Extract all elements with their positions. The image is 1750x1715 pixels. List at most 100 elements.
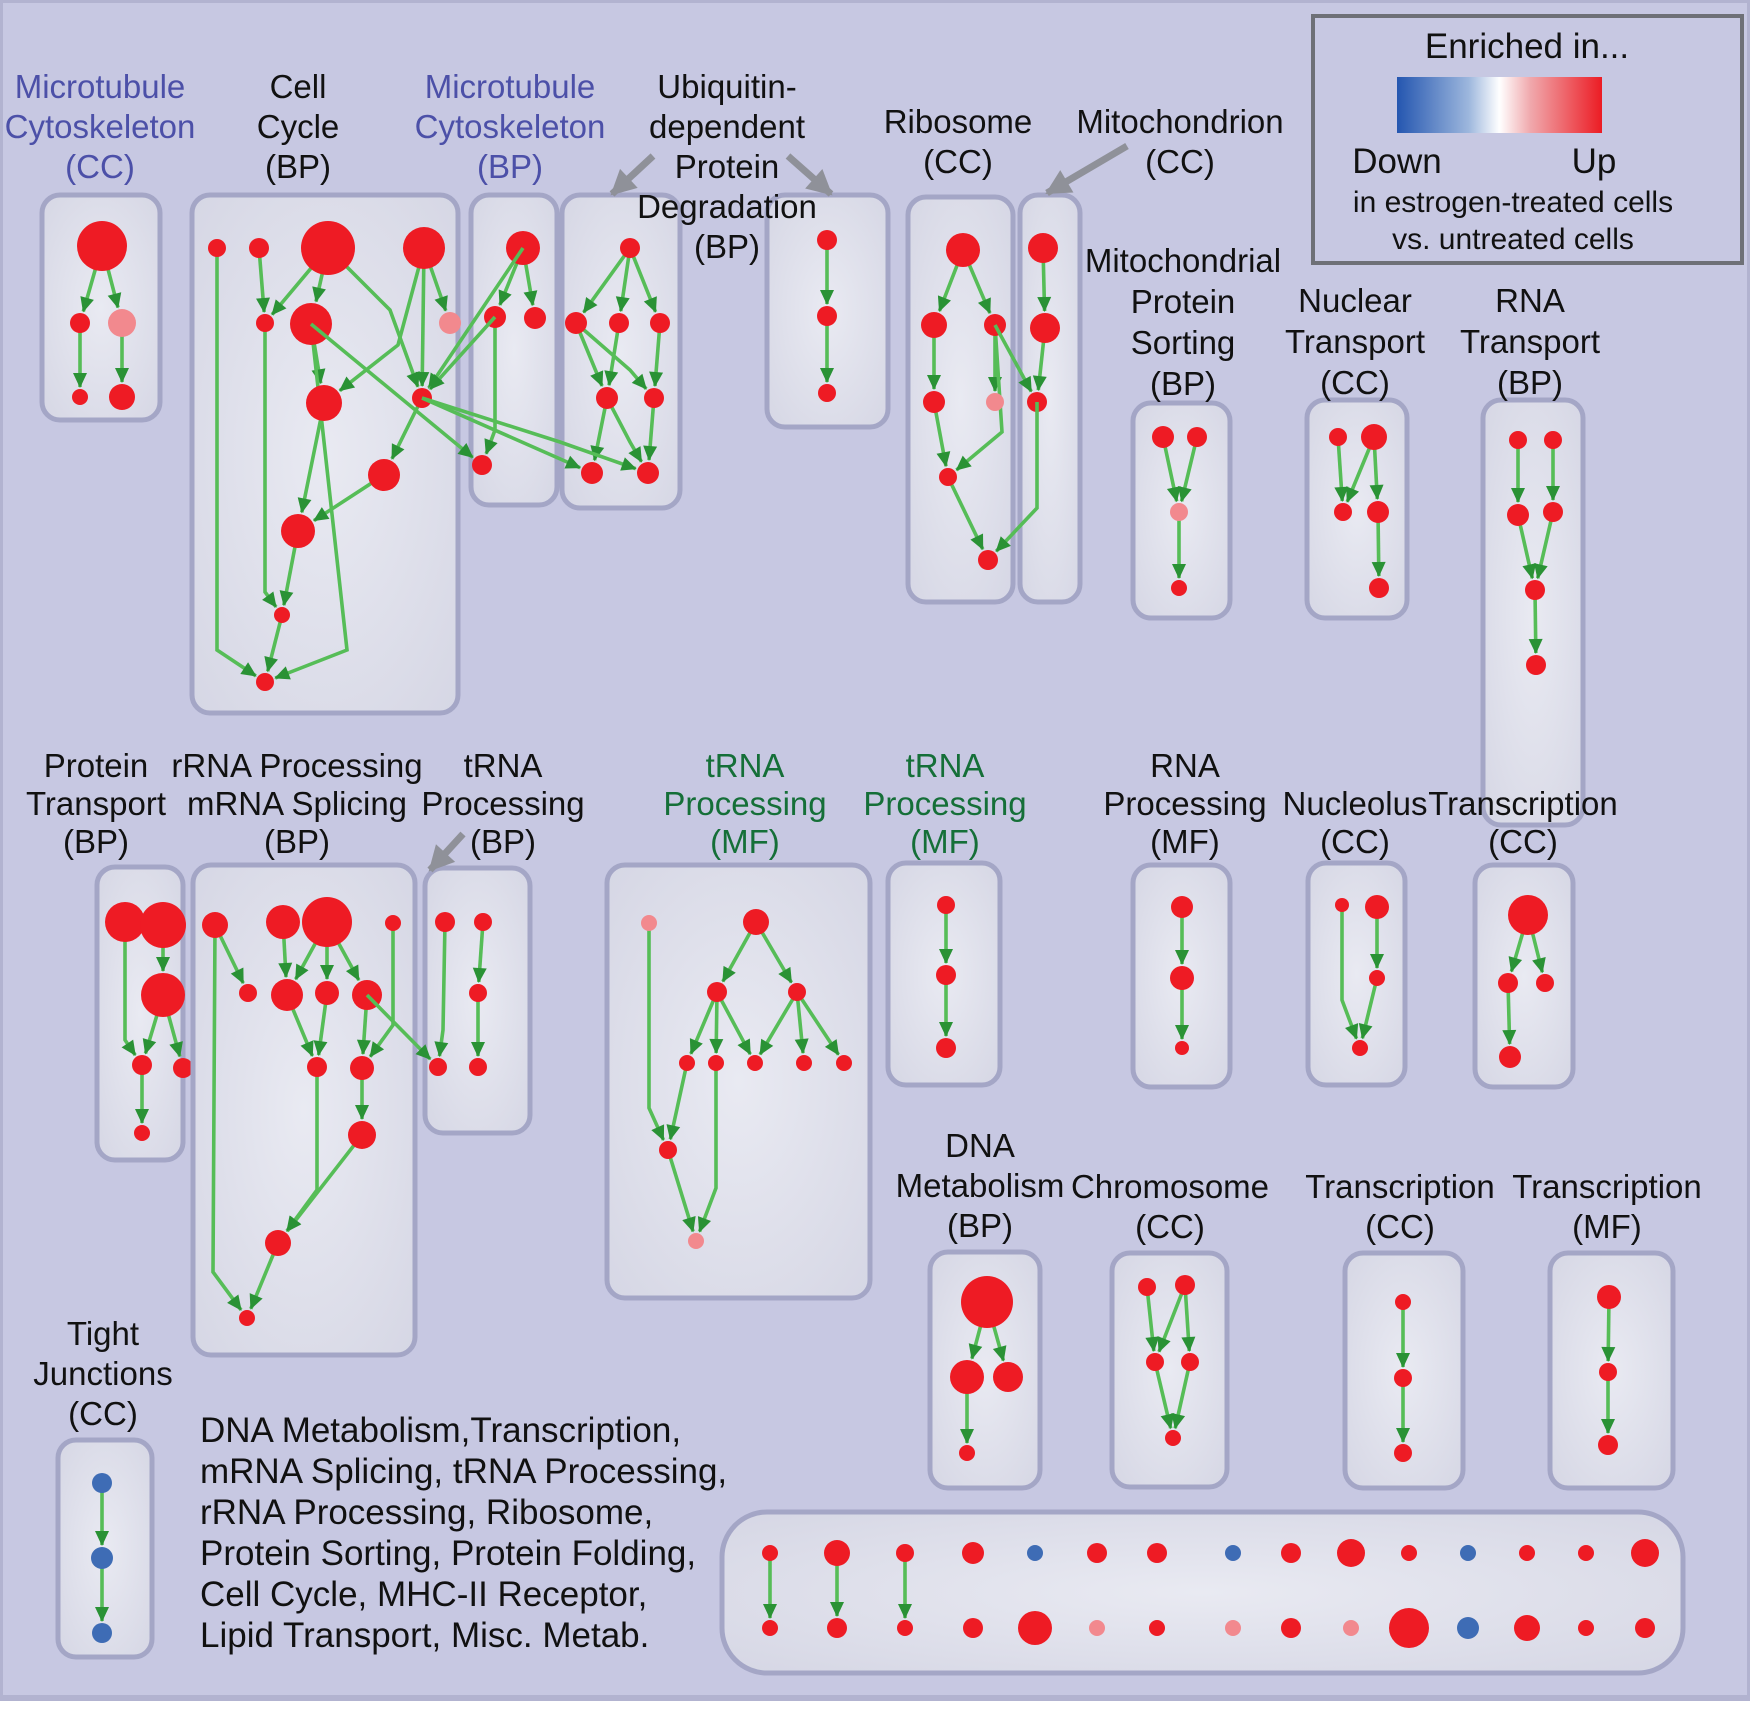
- cluster-misc-row: [719, 1509, 1686, 1676]
- go-term-node-transcription-mf-2: [1598, 1435, 1618, 1455]
- cluster-label-line: Transport: [1460, 323, 1600, 360]
- edge-trna-mf-1: [794, 991, 809, 1055]
- cluster-label-rrna-mrna: rRNA Processing mRNA Splicing (BP): [171, 747, 422, 860]
- go-term-node-rrna-mrna-9: [350, 1056, 374, 1080]
- cluster-label-line: Mitochondrion: [1076, 103, 1283, 140]
- cluster-label-line: (CC): [1365, 1208, 1435, 1245]
- cluster-label-line: Cycle: [257, 108, 340, 145]
- go-term-node-mt-bp-2: [524, 307, 546, 329]
- edge-transcription-cc-mid: [1502, 982, 1517, 1045]
- cluster-trna-mf-1: [604, 862, 873, 1301]
- cluster-ubiquitin-bp-2: [764, 192, 891, 430]
- edge-cell-cycle: [338, 247, 426, 393]
- go-term-node-misc-row-18: [963, 1618, 983, 1638]
- cluster-label-line: (CC): [1135, 1208, 1205, 1245]
- cross-edge-1: [428, 315, 497, 391]
- go-term-node-transcription-cc-mid-2: [1536, 974, 1554, 992]
- edge-rrna-mrna: [368, 923, 395, 1058]
- cluster-transcription-cc-mid: [1472, 862, 1576, 1090]
- go-term-node-misc-row-20: [1089, 1620, 1105, 1636]
- go-term-node-transcription-cc-bot-0: [1395, 1294, 1411, 1310]
- go-term-node-cell-cycle-2: [301, 221, 355, 275]
- footnote-line: Protein Sorting, Protein Folding,: [200, 1534, 696, 1573]
- edge-trna-mf-1: [697, 1063, 718, 1233]
- go-term-node-ubiquitin-bp-6: [581, 462, 603, 484]
- go-term-node-trna-mf-1-8: [836, 1055, 852, 1071]
- cluster-label-mitochondrion-cc: Mitochondrion (CC): [1076, 103, 1283, 180]
- footnote-line: DNA Metabolism,Transcription,: [200, 1411, 681, 1450]
- go-term-node-ubiquitin-bp-4: [596, 387, 618, 409]
- cluster-rna-transport: [1480, 397, 1586, 828]
- cluster-label-line: (CC): [68, 1395, 138, 1432]
- cluster-label-line: mRNA Splicing: [187, 785, 407, 822]
- go-term-node-rna-processing-mf-0: [1171, 896, 1193, 918]
- cross-edge-7: [994, 402, 1039, 553]
- cluster-label-line: tRNA: [906, 747, 985, 784]
- edge-cell-cycle: [415, 247, 430, 388]
- cross-edge-5: [365, 993, 432, 1061]
- cluster-label-line: Degradation: [637, 188, 817, 225]
- edge-trna-mf-1: [689, 991, 719, 1055]
- go-term-node-mt-cc-3: [72, 389, 88, 405]
- go-term-node-rrna-mrna-5: [271, 979, 303, 1011]
- go-term-node-trna-bp-0: [435, 912, 455, 932]
- go-term-node-ribosome-cc-6: [978, 550, 998, 570]
- go-term-node-rna-transport-0: [1509, 431, 1527, 449]
- go-term-node-tight-junctions-0: [92, 1473, 112, 1493]
- cluster-label-transcription-mf: Transcription (MF): [1512, 1168, 1702, 1245]
- edge-ubiquitin-bp: [643, 397, 658, 462]
- go-term-node-cell-cycle-3: [403, 227, 445, 269]
- cluster-label-line: (BP): [1497, 364, 1563, 401]
- cluster-label-line: Tight: [67, 1315, 139, 1352]
- go-term-node-misc-row-14: [1631, 1539, 1659, 1567]
- edge-protein-transport: [121, 922, 137, 1057]
- cluster-label-dna-metabolism: DNA Metabolism (BP): [896, 1127, 1065, 1244]
- cluster-ubiquitin-bp: [559, 192, 683, 511]
- go-term-node-ubiquitin-bp-0: [620, 238, 640, 258]
- go-term-node-mitochondrion-cc-1: [1030, 313, 1060, 343]
- cluster-mt-cc: [39, 192, 163, 423]
- edge-cell-cycle: [256, 247, 270, 314]
- edge-mito-protein-sorting: [1178, 436, 1199, 503]
- go-term-node-mt-cc-2: [108, 309, 136, 337]
- go-term-node-misc-row-3: [962, 1542, 984, 1564]
- go-term-node-mitochondrion-cc-0: [1028, 233, 1058, 263]
- go-term-node-trna-mf-1-7: [796, 1055, 812, 1071]
- cluster-dna-metabolism: [927, 1249, 1043, 1491]
- go-term-node-chromosome-cc-3: [1181, 1353, 1199, 1371]
- go-term-node-trna-mf-1-1: [743, 909, 769, 935]
- edge-cell-cycle: [215, 248, 257, 678]
- go-term-node-misc-row-22: [1225, 1620, 1241, 1636]
- go-term-node-trna-mf-1-0: [641, 915, 657, 931]
- go-term-node-mt-cc-0: [77, 221, 127, 271]
- go-term-node-transcription-cc-mid-1: [1498, 973, 1518, 993]
- cluster-label-line: (MF): [1572, 1208, 1642, 1245]
- go-term-node-tight-junctions-2: [92, 1623, 112, 1643]
- cluster-label-line: Cytoskeleton: [415, 108, 606, 145]
- cluster-label-line: Sorting: [1131, 324, 1236, 361]
- go-term-node-cell-cycle-12: [256, 673, 274, 691]
- go-term-node-cell-cycle-4: [256, 314, 274, 332]
- cluster-label-line: Processing: [863, 785, 1026, 822]
- go-term-node-misc-row-9: [1337, 1539, 1365, 1567]
- cluster-rrna-mrna: [190, 862, 418, 1358]
- cluster-label-line: (BP): [1150, 365, 1216, 402]
- go-term-node-rrna-mrna-1: [266, 905, 300, 939]
- cluster-label-line: Ribosome: [884, 103, 1033, 140]
- go-term-node-dna-metabolism-0: [961, 1276, 1013, 1328]
- cluster-label-line: (BP): [470, 823, 536, 860]
- go-term-node-rna-processing-mf-1: [1170, 966, 1194, 990]
- legend-box: [1311, 14, 1744, 265]
- go-term-node-transcription-cc-mid-3: [1499, 1046, 1521, 1068]
- cluster-transcription-cc-bot: [1342, 1250, 1466, 1491]
- go-term-node-trna-mf-1-10: [688, 1233, 704, 1249]
- go-term-node-ribosome-cc-5: [939, 468, 957, 486]
- go-term-node-transcription-cc-mid-0: [1508, 895, 1548, 935]
- cluster-label-line: (CC): [1320, 823, 1390, 860]
- go-term-node-trna-mf-1-9: [659, 1141, 677, 1159]
- edge-rrna-mrna: [211, 924, 243, 1312]
- go-term-node-misc-row-26: [1457, 1617, 1479, 1639]
- go-term-node-trna-bp-1: [474, 913, 492, 931]
- go-term-node-mito-protein-sorting-1: [1187, 427, 1207, 447]
